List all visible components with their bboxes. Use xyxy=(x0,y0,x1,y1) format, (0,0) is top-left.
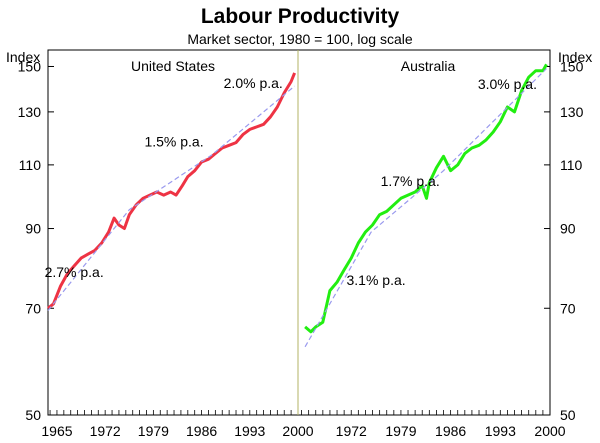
y-tick-label-right: 110 xyxy=(560,157,583,173)
y-tick-label-left: 90 xyxy=(25,221,41,237)
panel-title-australia: Australia xyxy=(401,58,456,74)
growth-rate-label: 2.7% p.a. xyxy=(45,264,104,280)
chart-subtitle: Market sector, 1980 = 100, log scale xyxy=(187,31,413,47)
x-tick-label-united-states: 1972 xyxy=(90,423,121,439)
x-tick-label-australia: 2000 xyxy=(534,423,565,439)
y-tick-label-right: 130 xyxy=(560,104,584,120)
x-tick-label-united-states: 2000 xyxy=(282,423,313,439)
growth-rate-label: 3.1% p.a. xyxy=(347,272,406,288)
y-tick-label-right: 150 xyxy=(560,58,584,74)
y-tick-label-left: 50 xyxy=(25,407,41,423)
y-tick-label-left: 110 xyxy=(19,157,42,173)
y-tick-label-right: 70 xyxy=(560,300,576,316)
y-tick-label-right: 50 xyxy=(560,407,576,423)
growth-rate-label: 1.5% p.a. xyxy=(144,133,203,149)
y-axis-label-right: Index xyxy=(558,49,592,65)
united-states-productivity-line xyxy=(47,72,296,310)
growth-rate-label: 1.7% p.a. xyxy=(381,173,440,189)
australia-trend-line xyxy=(304,68,547,348)
x-tick-label-australia: 1986 xyxy=(435,423,466,439)
x-tick-label-united-states: 1965 xyxy=(41,423,72,439)
x-tick-label-australia: 1979 xyxy=(385,423,416,439)
growth-rate-label: 3.0% p.a. xyxy=(478,76,537,92)
x-tick-label-australia: 1993 xyxy=(485,423,516,439)
y-tick-label-left: 70 xyxy=(25,300,41,316)
chart-title: Labour Productivity xyxy=(201,5,400,28)
x-tick-label-united-states: 1993 xyxy=(234,423,265,439)
y-axis-label-left: Index xyxy=(6,49,40,65)
x-tick-label-united-states: 1979 xyxy=(138,423,169,439)
y-tick-label-right: 90 xyxy=(560,221,576,237)
x-tick-label-united-states: 1986 xyxy=(186,423,217,439)
x-tick-label-australia: 1972 xyxy=(336,423,367,439)
australia-productivity-line xyxy=(304,63,548,334)
panel-title-united-states: United States xyxy=(131,58,215,74)
y-tick-label-left: 150 xyxy=(18,58,42,74)
y-tick-label-left: 130 xyxy=(18,104,42,120)
plot-frame xyxy=(47,49,551,416)
growth-rate-label: 2.0% p.a. xyxy=(224,75,283,91)
united-states-trend-line xyxy=(47,85,295,311)
